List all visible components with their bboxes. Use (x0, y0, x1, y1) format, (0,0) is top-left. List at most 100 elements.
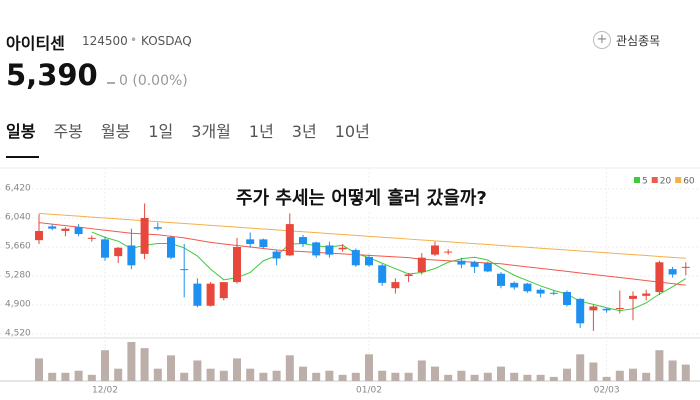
candle-body (74, 227, 83, 235)
volume-bar (615, 370, 624, 381)
legend-label: 60 (683, 177, 695, 187)
volume-bar (510, 372, 519, 381)
legend-swatch (634, 177, 640, 183)
x-tick-label: 01/02 (356, 386, 382, 396)
volume-bar (523, 374, 532, 381)
candle-body (285, 224, 294, 256)
candle-body (444, 251, 453, 253)
volume-bar (365, 354, 373, 381)
legend-label: 5 (642, 177, 648, 187)
candle-body (681, 266, 690, 268)
candle-body (193, 283, 202, 306)
volume-bar (470, 374, 479, 381)
candle-body (206, 283, 215, 306)
y-tick-label: 6,420 (5, 184, 31, 194)
volume-bar (325, 370, 334, 381)
candle-body (61, 228, 70, 231)
candle-body (642, 293, 651, 296)
candle-body (338, 247, 347, 250)
period-tab[interactable]: 주봉 (53, 122, 83, 141)
candle-body (325, 245, 334, 255)
candle-body (312, 242, 321, 256)
separator: • (130, 33, 138, 47)
candle-body (391, 282, 400, 289)
volume-bar (206, 368, 215, 381)
candle-body (219, 282, 228, 299)
volume-bar (391, 372, 400, 381)
volume-bar (233, 358, 241, 381)
candle-body (140, 218, 149, 254)
volume-bar (140, 348, 149, 381)
y-tick-label: 5,280 (5, 271, 31, 281)
title-background (232, 185, 491, 211)
watch-button[interactable]: + 관심종목 (593, 31, 660, 49)
volume-bar (404, 372, 413, 381)
candle-body (153, 227, 162, 229)
volume-bar (378, 370, 387, 381)
candle-body (351, 250, 360, 266)
candle-body (549, 292, 558, 294)
volume-bar (681, 364, 690, 381)
period-tab[interactable]: 1년 (248, 122, 274, 141)
period-tabs: 일봉 주봉 월봉 1일 3개월 1년 3년 10년 (6, 118, 370, 142)
period-tab[interactable]: 3년 (291, 122, 317, 141)
volume-bar (193, 360, 202, 381)
period-tab[interactable]: 월봉 (100, 122, 131, 141)
volume-bar (444, 374, 453, 381)
candle-body (563, 292, 571, 305)
period-tab[interactable]: 3개월 (191, 122, 231, 141)
volume-bar (167, 355, 175, 381)
volume-bar (114, 368, 123, 381)
candle-body (378, 265, 387, 283)
candle-body (127, 245, 136, 266)
volume-bar (602, 376, 611, 381)
volume-bar (101, 350, 109, 381)
legend-swatch (675, 177, 682, 183)
legend-swatch (651, 177, 658, 183)
watch-label[interactable]: 관심종목 (616, 33, 661, 48)
candle-body (404, 274, 413, 276)
candle-body (365, 256, 373, 266)
period-tab[interactable]: 10년 (334, 122, 370, 141)
volume-bar (655, 350, 664, 381)
volume-bar (285, 355, 294, 381)
volume-bar (180, 372, 189, 381)
price-change: 0 (0.00%) (119, 73, 188, 89)
volume-bar (629, 368, 637, 381)
volume-bar (312, 372, 321, 381)
volume-bar (61, 372, 70, 381)
candle-body (589, 306, 598, 311)
candle-body (35, 230, 43, 241)
volume-bar (549, 376, 558, 381)
volume-bar (563, 368, 571, 381)
candle-body (655, 262, 664, 293)
no-change-icon (107, 82, 115, 84)
moving-average (38, 212, 686, 259)
volume-bar (127, 342, 136, 381)
candle-body (299, 237, 307, 244)
volume-bar (272, 370, 281, 381)
volume-bar (299, 366, 307, 381)
y-tick-label: 6,040 (5, 213, 31, 223)
candle-body (615, 308, 624, 310)
volume-bar (497, 366, 505, 381)
candle-body (431, 245, 439, 255)
period-tab[interactable]: 일봉 (6, 122, 36, 141)
volume-bar (259, 372, 268, 381)
candle-body (101, 239, 109, 258)
volume-bar (536, 374, 545, 381)
candle-body (510, 282, 519, 288)
volume-bar (219, 370, 228, 381)
stock-code: 124500 (82, 34, 128, 48)
candle-body (668, 269, 677, 275)
candle-body (536, 289, 545, 294)
y-tick-label: 4,520 (5, 329, 31, 339)
candle-body (246, 239, 255, 244)
candle-body (87, 237, 96, 239)
tab-underline (6, 156, 39, 158)
period-tab[interactable]: 1일 (148, 122, 174, 141)
volume-bar (589, 362, 598, 381)
candle-body (180, 269, 189, 271)
